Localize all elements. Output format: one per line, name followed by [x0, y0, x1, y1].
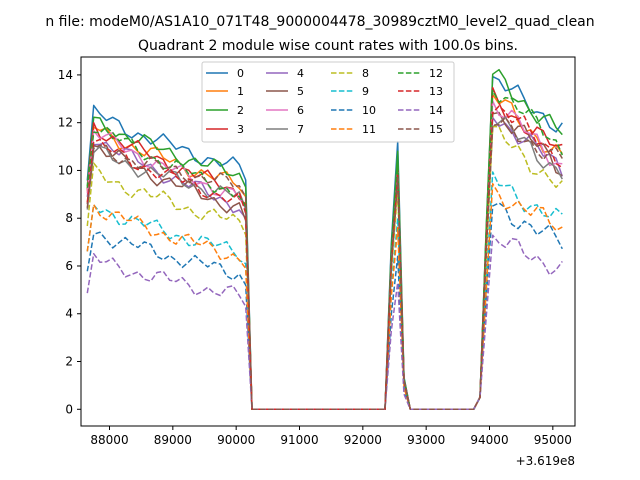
series-layer [86, 68, 564, 411]
y-tick-label: 14 [58, 68, 73, 82]
legend-label-9: 9 [362, 85, 369, 98]
series-line-14 [86, 234, 563, 411]
legend-label-14: 14 [429, 104, 443, 117]
y-tick-label: 8 [65, 211, 73, 225]
legend-label-2: 2 [237, 104, 244, 117]
x-tick-label: 88000 [90, 433, 128, 447]
legend-label-3: 3 [237, 123, 244, 136]
legend-label-12: 12 [429, 67, 443, 80]
y-tick-label: 4 [65, 307, 73, 321]
legend-label-0: 0 [237, 67, 244, 80]
x-tick-label: 92000 [344, 433, 382, 447]
x-offset-label: +3.619e8 [516, 454, 575, 468]
legend-label-4: 4 [297, 67, 304, 80]
legend-label-8: 8 [362, 67, 369, 80]
axes-frame [80, 56, 576, 427]
legend-label-1: 1 [237, 85, 244, 98]
series-line-15 [86, 116, 563, 411]
series-line-11 [86, 182, 563, 411]
legend-label-6: 6 [297, 104, 304, 117]
x-tick-label: 90000 [217, 433, 255, 447]
legend-label-5: 5 [297, 85, 304, 98]
legend-label-10: 10 [362, 104, 376, 117]
legend-label-13: 13 [429, 85, 443, 98]
y-tick-label: 2 [65, 355, 73, 369]
x-axis: 88000 89000 90000 91000 92000 93000 94000 95000 [90, 426, 572, 447]
y-tick-label: 6 [65, 259, 73, 273]
x-tick-label: 95000 [534, 433, 572, 447]
chart-title: Quadrant 2 module wise count rates with … [138, 38, 518, 54]
legend-label-7: 7 [297, 123, 304, 136]
legend-label-15: 15 [429, 123, 443, 136]
x-tick-label: 93000 [407, 433, 445, 447]
x-tick-label: 89000 [154, 433, 192, 447]
legend-label-11: 11 [362, 123, 376, 136]
y-axis: 0 2 4 6 8 10 12 14 [58, 68, 81, 416]
figure-suptitle: n file: modeM0/AS1A10_071T48_9000004478_… [45, 14, 594, 30]
y-tick-label: 10 [58, 163, 73, 177]
legend-frame [201, 61, 455, 143]
y-tick-label: 12 [58, 116, 73, 130]
x-tick-label: 91000 [280, 433, 318, 447]
x-tick-label: 94000 [470, 433, 508, 447]
y-tick-label: 0 [65, 402, 73, 416]
